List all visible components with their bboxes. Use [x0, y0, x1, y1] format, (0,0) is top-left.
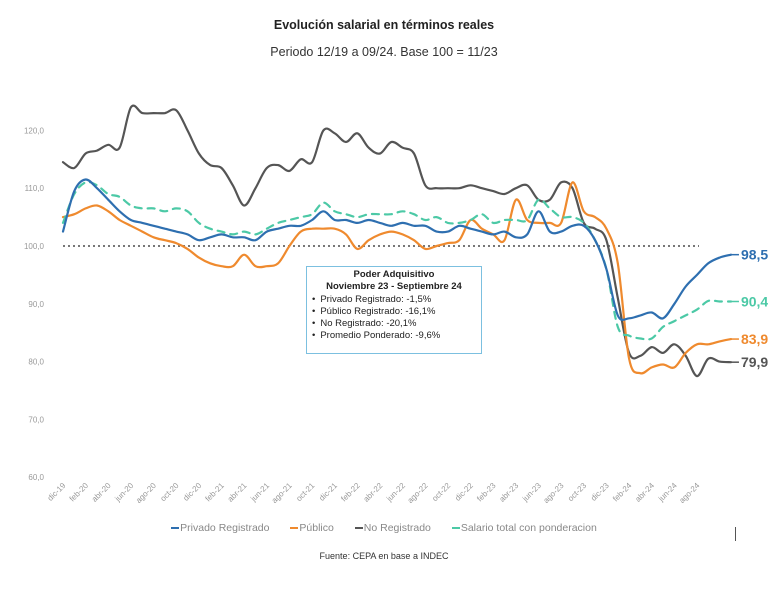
legend-item-privado[interactable]: Privado Registrado — [171, 522, 269, 534]
y-tick-label: 80,0 — [28, 358, 44, 367]
annotation-subtitle: Noviembre 23 - Septiembre 24 — [326, 281, 462, 292]
legend-swatch — [451, 527, 460, 530]
legend-label: Privado Registrado — [180, 522, 270, 534]
end-value-label: 79,9 — [741, 354, 768, 370]
x-tick-label: jun-22 — [384, 481, 407, 504]
x-tick-label: ago-20 — [134, 481, 158, 505]
x-tick-label: jun-20 — [113, 481, 136, 504]
x-tick-label: feb-21 — [204, 481, 227, 504]
legend-label: Salario total con ponderacion — [460, 522, 597, 534]
x-tick-label: ago-24 — [677, 481, 701, 505]
x-tick-label: abr-23 — [498, 481, 521, 504]
legend-label: No Registrado — [363, 522, 431, 534]
series-line-p-blico — [61, 181, 733, 375]
x-tick-label: jun-24 — [656, 481, 679, 504]
text-cursor — [735, 527, 736, 541]
y-tick-label: 90,0 — [28, 300, 44, 309]
chart-title: Evolución salarial en términos reales — [273, 18, 495, 32]
legend-label: Público — [299, 522, 334, 534]
x-tick-label: abr-22 — [362, 481, 385, 504]
annotation-item: Público Registrado: -16,1% — [312, 306, 476, 318]
x-tick-label: jun-21 — [248, 481, 271, 504]
end-value-label: 98,5 — [741, 247, 768, 263]
legend: Privado Registrado Público No Registrado… — [0, 522, 768, 534]
x-tick-label: ago-22 — [406, 481, 430, 505]
legend-item-publico[interactable]: Público — [290, 522, 334, 534]
legend-item-no-registrado[interactable]: No Registrado — [354, 522, 431, 534]
x-tick-label: jun-23 — [520, 481, 543, 504]
y-tick-label: 110,0 — [25, 184, 45, 193]
source-note: Fuente: CEPA en base a INDEC — [319, 551, 449, 561]
annotation-item: Promedio Ponderado: -9,6% — [312, 330, 476, 342]
x-tick-label: abr-21 — [226, 481, 249, 504]
x-tick-label: dic-20 — [181, 481, 203, 503]
x-tick-label: dic-22 — [453, 481, 475, 503]
annotation-box: Poder Adquisitivo Noviembre 23 - Septiem… — [306, 266, 482, 354]
x-tick-label: feb-22 — [339, 481, 362, 504]
x-tick-label: abr-24 — [633, 481, 656, 504]
legend-item-ponderado[interactable]: Salario total con ponderacion — [451, 522, 597, 534]
legend-swatch — [171, 527, 180, 530]
x-tick-label: ago-23 — [542, 481, 566, 505]
chart-subtitle: Periodo 12/19 a 09/24. Base 100 = 11/23 — [270, 45, 498, 59]
y-tick-label: 70,0 — [28, 415, 44, 424]
annotation-item: Privado Registrado: -1,5% — [312, 294, 476, 306]
annotation-list: Privado Registrado: -1,5% Público Regist… — [312, 294, 476, 342]
y-tick-label: 60,0 — [28, 473, 44, 482]
series-line-privado-registrado — [61, 178, 733, 321]
y-tick-label: 100,0 — [24, 242, 45, 251]
series-line-no-registrado — [61, 104, 733, 378]
y-tick-label: 120,0 — [24, 126, 45, 135]
annotation-item: No Registrado: -20,1% — [312, 318, 476, 330]
end-value-label: 83,9 — [741, 331, 768, 347]
x-tick-label: oct-23 — [566, 481, 588, 503]
x-tick-label: dic-23 — [589, 481, 611, 503]
legend-swatch — [290, 527, 299, 530]
legend-swatch — [354, 527, 363, 530]
x-tick-label: oct-22 — [430, 481, 452, 503]
x-tick-label: oct-20 — [159, 481, 181, 503]
annotation-title: Poder Adquisitivo — [353, 269, 435, 280]
x-tick-label: feb-24 — [611, 481, 634, 504]
x-tick-label: oct-21 — [294, 481, 316, 503]
x-tick-label: ago-21 — [270, 481, 294, 505]
x-tick-label: dic-21 — [317, 481, 339, 503]
x-tick-label: feb-20 — [68, 481, 91, 504]
series-line-salario-total-con-ponderacion — [61, 180, 733, 341]
x-tick-label: feb-23 — [475, 481, 498, 504]
end-value-label: 90,4 — [741, 293, 768, 309]
x-tick-label: dic-19 — [46, 481, 68, 503]
x-tick-label: abr-20 — [90, 481, 113, 504]
